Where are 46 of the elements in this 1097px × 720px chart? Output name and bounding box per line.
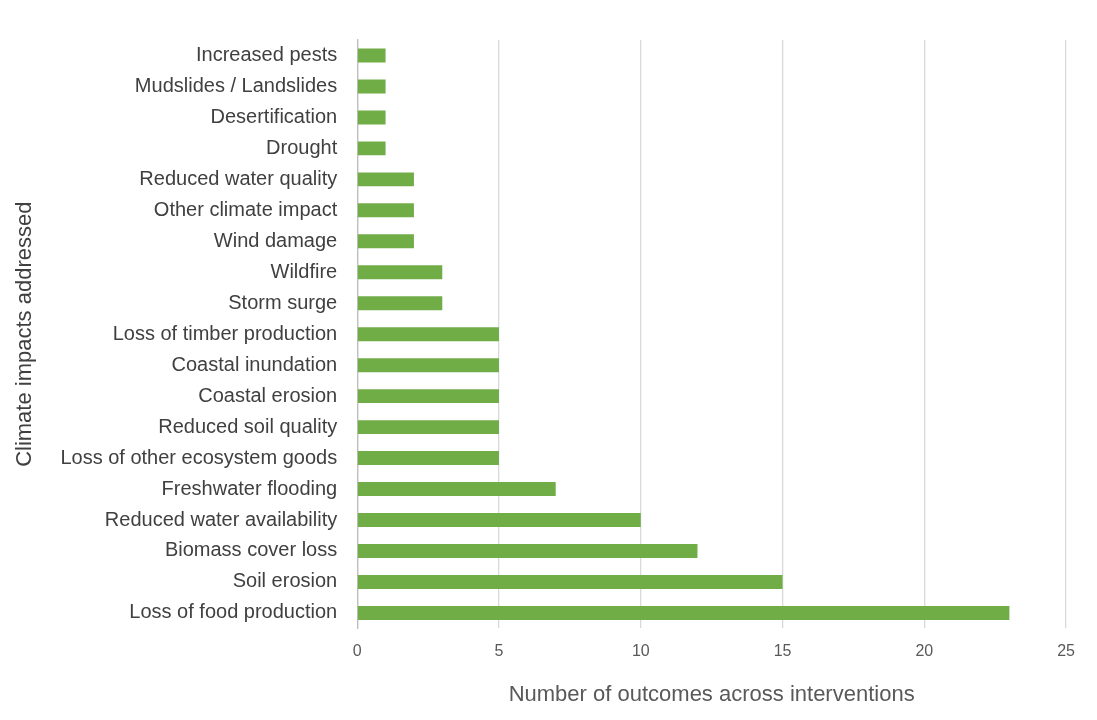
bar	[357, 389, 499, 404]
bar	[357, 327, 499, 342]
x-tick-label: 0	[352, 642, 362, 660]
y-tick-label: Other climate impact	[153, 197, 338, 220]
y-tick-label: Freshwater flooding	[161, 476, 338, 499]
bar	[357, 141, 386, 156]
y-tick-label: Coastal inundation	[171, 352, 338, 375]
bar	[357, 172, 414, 187]
bar	[357, 574, 783, 589]
y-tick-label: Reduced soil quality	[158, 414, 338, 437]
bar	[357, 482, 556, 497]
bar	[357, 265, 443, 280]
bar	[357, 110, 386, 125]
x-tick-label: 20	[915, 642, 934, 660]
y-tick-label: Soil erosion	[232, 569, 338, 592]
y-tick-label: Wind damage	[213, 228, 338, 251]
bar	[357, 234, 414, 249]
y-tick-label: Wildfire	[270, 259, 338, 282]
y-tick-label: Mudslides / Landslides	[134, 73, 338, 96]
bar	[357, 48, 386, 63]
y-tick-label: Coastal erosion	[198, 383, 338, 406]
bar	[357, 79, 386, 94]
y-tick-label: Desertification	[210, 104, 338, 127]
y-tick-label: Reduced water quality	[139, 166, 338, 189]
bar	[357, 513, 641, 527]
bar	[357, 605, 1010, 620]
y-axis-title: Climate impacts addressed	[11, 201, 37, 467]
y-tick-label: Storm surge	[228, 290, 338, 313]
x-axis-title: Number of outcomes across interventions	[508, 680, 915, 706]
y-tick-label: Reduced water availability	[104, 507, 338, 530]
x-tick-label: 25	[1057, 642, 1076, 660]
bar	[357, 296, 443, 311]
x-tick-label: 10	[631, 642, 650, 660]
x-tick-label: 5	[494, 642, 504, 660]
bar	[357, 203, 414, 218]
bar	[357, 451, 499, 466]
y-tick-label: Biomass cover loss	[164, 538, 338, 561]
bar	[357, 420, 499, 435]
y-tick-label: Increased pests	[196, 43, 338, 65]
bar	[357, 544, 698, 558]
y-tick-label: Loss of other ecosystem goods	[60, 445, 338, 468]
y-tick-label: Loss of timber production	[112, 321, 338, 344]
bar	[357, 358, 499, 373]
x-tick-label: 15	[773, 642, 792, 660]
y-tick-label: Drought	[266, 135, 338, 158]
y-tick-label: Loss of food production	[129, 600, 338, 623]
